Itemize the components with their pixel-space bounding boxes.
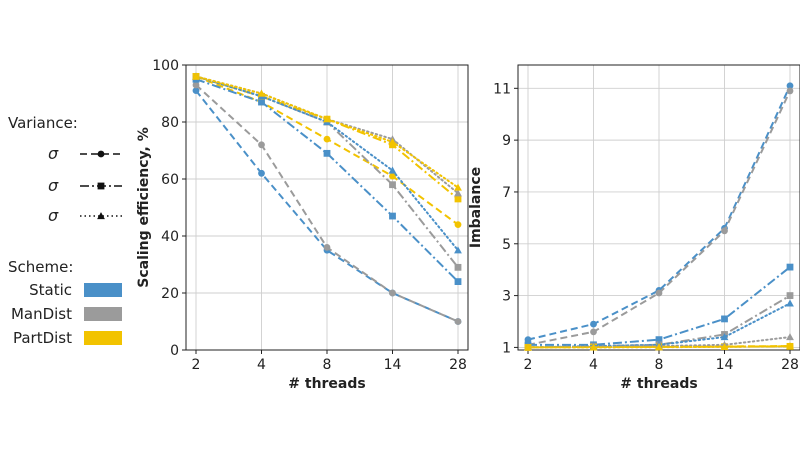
imbalance-data-point bbox=[720, 342, 729, 351]
scheme-label: ManDist bbox=[11, 305, 72, 323]
imbalance-data-point bbox=[786, 87, 794, 95]
imbalance-xtick-label: 28 bbox=[781, 357, 799, 373]
imbalance-data-point bbox=[786, 299, 794, 307]
imbalance-ytick-label: 7 bbox=[502, 185, 511, 201]
imbalance-ytick-label: 9 bbox=[502, 133, 511, 149]
imbalance-data-point bbox=[721, 315, 728, 323]
imbalance-data-point bbox=[524, 343, 532, 351]
efficiency-ylabel: Scaling efficiency, % bbox=[136, 127, 152, 288]
imbalance-ytick-label: 1 bbox=[502, 340, 511, 356]
variance-title: Variance: bbox=[8, 114, 78, 132]
efficiency-data-point bbox=[389, 289, 396, 297]
efficiency-data-point bbox=[389, 181, 396, 189]
efficiency-data-point bbox=[192, 81, 200, 89]
efficiency-series-line bbox=[195, 75, 459, 189]
imbalance-data-point bbox=[786, 342, 794, 350]
imbalance-data-point bbox=[655, 343, 663, 351]
imbalance-data-point bbox=[590, 320, 597, 328]
efficiency-data-point bbox=[454, 189, 462, 197]
legend: Variance:σ12σ22σ32Scheme:StaticManDistPa… bbox=[8, 114, 122, 347]
imbalance-ylabel: Imbalance bbox=[468, 167, 484, 248]
efficiency-xtick-label: 28 bbox=[449, 357, 467, 373]
efficiency-data-point bbox=[257, 89, 266, 97]
imbalance-ytick-label: 5 bbox=[502, 237, 511, 253]
efficiency-xtick-label: 8 bbox=[323, 357, 332, 373]
efficiency-data-point bbox=[389, 172, 396, 180]
efficiency-chart: 0 20 40 60 80 100 2 4 8 14 28 # threads Scaling effi… bbox=[136, 58, 469, 392]
imbalance-data-point bbox=[786, 292, 794, 299]
efficiency-data-point bbox=[454, 263, 462, 271]
imbalance-data-point bbox=[524, 336, 532, 344]
variance-marker-sample bbox=[97, 150, 105, 158]
efficiency-data-point bbox=[323, 135, 331, 143]
efficiency-series-line bbox=[195, 78, 459, 283]
variance-label: σ bbox=[48, 176, 59, 195]
efficiency-data-point bbox=[388, 166, 397, 174]
scheme-swatch bbox=[84, 283, 122, 297]
scheme-label: Static bbox=[29, 281, 72, 299]
scheme-swatch bbox=[84, 331, 122, 345]
imbalance-ytick-label: 11 bbox=[493, 81, 511, 97]
efficiency-data-point bbox=[388, 138, 397, 146]
imbalance-ytick-label: 3 bbox=[502, 289, 511, 305]
imbalance-data-point bbox=[786, 333, 794, 341]
imbalance-data-point bbox=[786, 263, 794, 271]
scheme-label: PartDist bbox=[13, 329, 72, 347]
efficiency-xlabel: # threads bbox=[288, 376, 365, 392]
efficiency-ytick-label: 20 bbox=[161, 286, 179, 302]
efficiency-ytick-label: 80 bbox=[161, 115, 179, 131]
efficiency-data-point bbox=[323, 149, 331, 157]
efficiency-data-point bbox=[192, 87, 200, 95]
efficiency-data-point bbox=[258, 169, 265, 177]
imbalance-chart: 1 3 5 7 9 11 2 4 8 14 28 # threads Imbalance bbox=[468, 64, 800, 392]
imbalance-data-point bbox=[720, 333, 729, 341]
efficiency-data-point bbox=[323, 244, 331, 251]
efficiency-data-point bbox=[454, 195, 462, 203]
imbalance-series-line bbox=[527, 85, 791, 341]
imbalance-data-point bbox=[590, 328, 597, 336]
efficiency-data-point bbox=[454, 221, 462, 229]
efficiency-data-point bbox=[323, 115, 331, 123]
variance-label: σ bbox=[48, 144, 59, 163]
imbalance-series-partdist-var3 bbox=[524, 342, 794, 351]
imbalance-data-point bbox=[721, 227, 728, 235]
variance-marker-sample bbox=[97, 212, 105, 220]
efficiency-ytick-label: 60 bbox=[161, 172, 179, 188]
efficiency-data-point bbox=[192, 72, 200, 80]
scheme-swatch bbox=[84, 307, 122, 321]
imbalance-xlabel: # threads bbox=[620, 376, 697, 392]
imbalance-xtick-label: 8 bbox=[655, 357, 664, 373]
imbalance-data-point bbox=[655, 336, 663, 344]
efficiency-data-point bbox=[454, 246, 462, 254]
efficiency-ytick-label: 40 bbox=[161, 229, 179, 245]
efficiency-series-partdist-var3 bbox=[192, 72, 462, 191]
imbalance-xtick-label: 14 bbox=[716, 357, 734, 373]
imbalance-data-point bbox=[786, 82, 794, 90]
imbalance-data-point bbox=[655, 289, 663, 297]
imbalance-series-line bbox=[527, 90, 791, 346]
efficiency-data-point bbox=[454, 278, 462, 285]
efficiency-xtick-label: 14 bbox=[384, 357, 402, 373]
efficiency-data-point bbox=[258, 141, 265, 149]
efficiency-ytick-label: 100 bbox=[152, 58, 179, 74]
imbalance-xtick-label: 2 bbox=[524, 357, 533, 373]
efficiency-data-point bbox=[389, 212, 396, 220]
variance-label: σ bbox=[48, 206, 59, 225]
scheme-title: Scheme: bbox=[8, 258, 73, 276]
efficiency-series-mandist-var1 bbox=[192, 81, 462, 325]
efficiency-data-point bbox=[454, 183, 462, 191]
efficiency-data-point bbox=[454, 318, 462, 325]
imbalance-xtick-label: 4 bbox=[589, 357, 598, 373]
efficiency-xtick-label: 4 bbox=[257, 357, 266, 373]
variance-marker-sample bbox=[97, 182, 105, 190]
efficiency-xtick-label: 2 bbox=[192, 357, 201, 373]
imbalance-data-point bbox=[589, 343, 598, 351]
efficiency-ytick-label: 0 bbox=[170, 343, 179, 359]
efficiency-data-point bbox=[258, 98, 265, 106]
